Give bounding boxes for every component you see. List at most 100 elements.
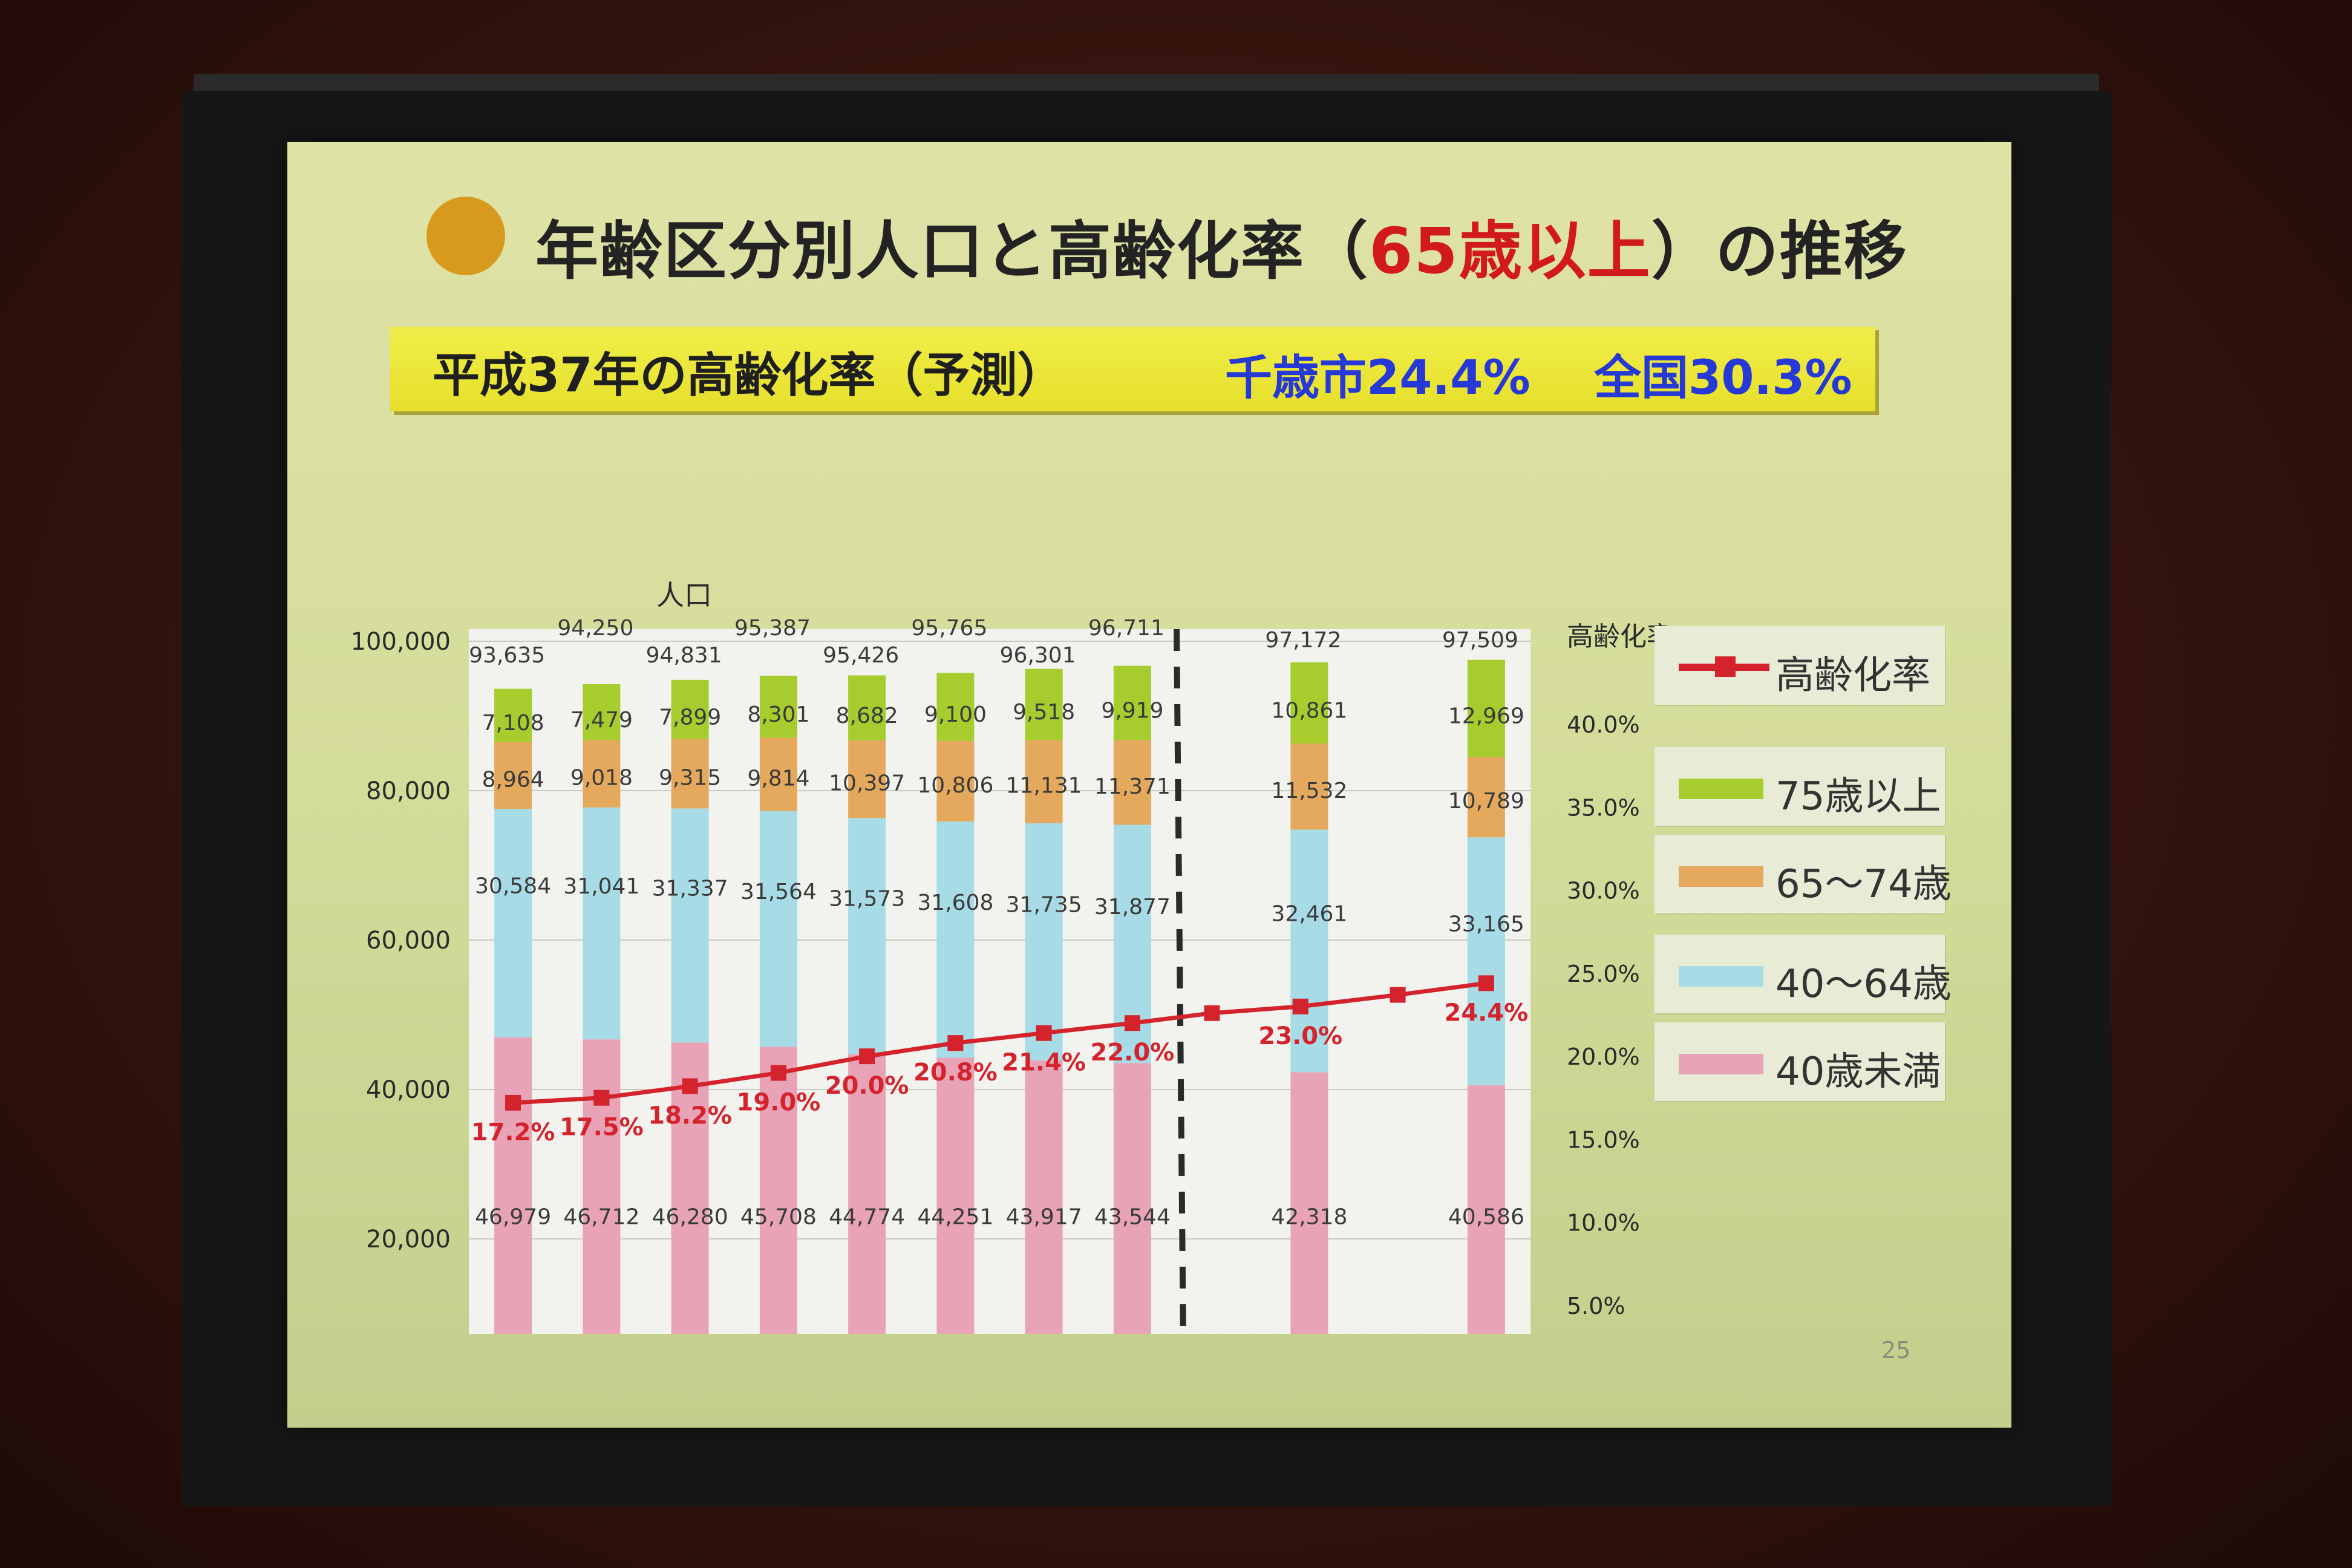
swatch-65-74-icon	[1679, 866, 1763, 887]
y-axis-left-title: 人口	[656, 579, 712, 612]
rate-point	[947, 1035, 964, 1051]
y-axis-right-tick: 30.0%	[1567, 878, 1640, 904]
data-label-2: 11,131	[1006, 773, 1082, 798]
data-label-0: 44,251	[917, 1204, 993, 1229]
bar-segment	[1025, 668, 1063, 740]
data-label-3: 8,301	[747, 702, 809, 727]
rate-label: 20.8%	[913, 1059, 998, 1086]
data-label-3: 9,919	[1101, 699, 1163, 724]
rate-label: 24.4%	[1444, 999, 1528, 1027]
data-label-0: 43,917	[1006, 1204, 1082, 1229]
data-label-1: 31,041	[563, 874, 639, 899]
data-label-3: 7,108	[482, 711, 544, 736]
bar-segment	[1025, 823, 1063, 1060]
y-axis-right-tick: 40.0%	[1567, 711, 1640, 738]
bar-segment	[494, 688, 532, 742]
bar-segment	[1467, 756, 1505, 838]
data-label-3: 7,479	[570, 708, 633, 733]
bar-segment	[583, 740, 621, 808]
rate-label: 21.4%	[1002, 1049, 1086, 1077]
data-label-0: 45,708	[740, 1204, 817, 1229]
data-label-3: 8,682	[836, 704, 898, 728]
legend-item-40-64: 40～64歳	[1655, 935, 1952, 1013]
data-label-1: 33,165	[1448, 912, 1524, 937]
plot-background	[469, 629, 1530, 1388]
total-label: 94,250	[557, 616, 633, 641]
y-axis-right-tick: 10.0%	[1567, 1210, 1640, 1236]
rate-point	[682, 1078, 698, 1094]
bar-segment	[1290, 829, 1328, 1073]
rate-point	[1204, 1005, 1220, 1021]
y-axis-right-tick: 15.0%	[1567, 1126, 1640, 1153]
bar-segment	[759, 811, 797, 1047]
bar-segment	[494, 809, 532, 1037]
legend-label-rate: 高齢化率	[1775, 653, 1930, 698]
bar-segment	[759, 1047, 797, 1388]
legend-label-under40: 40歳未満	[1775, 1050, 1941, 1094]
legend-label-65-74: 65～74歳	[1775, 862, 1952, 907]
legend-item-65-74: 65～74歳	[1655, 835, 1952, 913]
bar-segment	[1290, 743, 1328, 830]
rate-point	[1292, 998, 1308, 1014]
bar-segment	[1113, 740, 1151, 825]
bar-segment	[583, 684, 621, 740]
bar-segment	[1113, 1063, 1151, 1388]
banner-national-rate: 全国30.3%	[1594, 351, 1852, 405]
data-label-3: 9,100	[924, 702, 987, 727]
data-label-1: 31,608	[917, 890, 993, 915]
legend-item-under40: 40歳未満	[1655, 1022, 1945, 1101]
bar-segment	[1290, 662, 1328, 744]
bar-segment	[494, 742, 532, 809]
data-label-0: 42,318	[1271, 1204, 1347, 1229]
population-chart: 020,00040,00060,00080,000100,0000.0%5.0%…	[330, 487, 1673, 1449]
rate-point	[1036, 1025, 1052, 1041]
data-label-2: 9,814	[747, 766, 809, 791]
total-label: 96,301	[1000, 643, 1076, 668]
rate-point	[770, 1065, 786, 1081]
title-end: ）の推移	[1651, 214, 1908, 288]
bar-segment	[848, 818, 886, 1054]
rate-label: 22.0%	[1090, 1039, 1174, 1067]
bar-segment	[848, 675, 886, 740]
banner-label: 平成37年の高齢化率（予測）	[433, 348, 1065, 403]
bar-segment	[936, 673, 975, 741]
bar-segment	[671, 739, 709, 809]
total-label: 94,831	[646, 643, 722, 668]
bar-segment	[1290, 1072, 1328, 1388]
bar-segment	[936, 740, 975, 822]
rate-point	[859, 1048, 875, 1065]
total-label: 97,172	[1265, 628, 1341, 653]
data-label-3: 10,861	[1271, 699, 1347, 724]
y-axis-right-tick: 35.0%	[1567, 794, 1640, 821]
data-label-2: 11,371	[1094, 774, 1171, 799]
data-label-2: 11,532	[1271, 779, 1347, 803]
legend-item-rate: 高齢化率	[1655, 626, 1945, 705]
rate-point	[1478, 975, 1494, 991]
bar-segment	[759, 675, 797, 738]
data-label-1: 30,584	[475, 874, 551, 899]
rate-marker-icon	[1715, 656, 1736, 677]
data-label-0: 44,774	[829, 1204, 905, 1229]
bar-segment	[1467, 837, 1505, 1085]
rate-point	[1390, 987, 1406, 1003]
y-axis-left-tick: 40,000	[366, 1076, 451, 1104]
legend-label-40-64: 40～64歳	[1775, 962, 1952, 1007]
total-label: 95,765	[911, 616, 987, 641]
y-axis-left-tick: 60,000	[366, 927, 451, 955]
legend-label-75plus: 75歳以上	[1775, 774, 1941, 819]
chart-svg: 020,00040,00060,00080,000100,0000.0%5.0%…	[351, 579, 1673, 1449]
total-label: 96,711	[1088, 616, 1165, 641]
rate-line	[512, 981, 1487, 1105]
data-label-1: 32,461	[1271, 902, 1347, 927]
swatch-under40-icon	[1679, 1054, 1763, 1074]
total-label: 95,426	[823, 643, 899, 668]
bar-segment	[671, 679, 709, 739]
rate-label: 19.0%	[736, 1089, 820, 1117]
chart-legend: 高齢化率 75歳以上 65～74歳 40～64歳 40歳未満	[1655, 626, 1969, 1292]
data-label-2: 10,806	[917, 773, 993, 798]
total-label: 97,509	[1442, 628, 1518, 653]
swatch-40-64-icon	[1679, 966, 1763, 987]
bar-segment	[848, 740, 886, 818]
y-axis-left-tick: 80,000	[366, 777, 451, 805]
data-label-3: 9,518	[1013, 700, 1075, 725]
